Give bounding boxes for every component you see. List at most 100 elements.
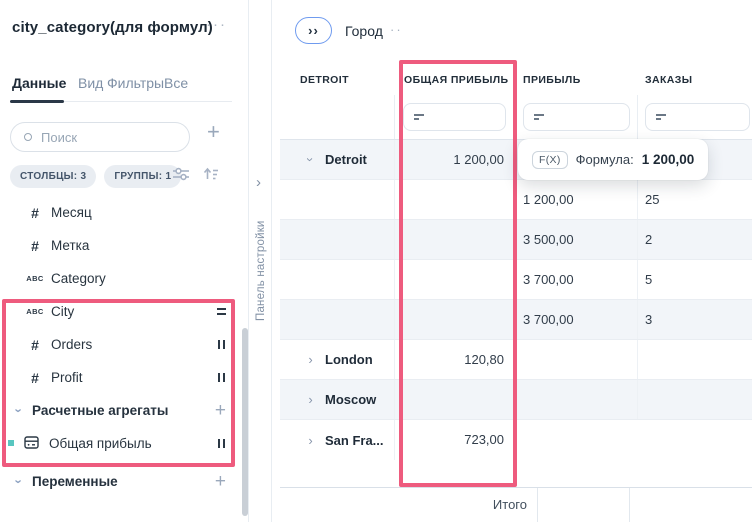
number-field-icon: # [31,204,39,221]
text-field-icon: ABC [26,274,44,283]
sidebar: city_category(для формул) ··· Данные Вид… [0,0,248,522]
number-field-icon: # [31,237,39,254]
table-row[interactable]: 1 200,00 25 [280,180,752,220]
group-label: Переменные [32,474,118,489]
field-label: Метка [51,238,90,253]
tabs-underline [10,101,232,102]
tab-filters[interactable]: Фильтры [107,75,165,91]
dataset-title: city_category(для формул) [12,19,213,36]
group-calculated-aggregates[interactable]: › Расчетные агрегаты + [0,394,248,427]
row-label: London [325,352,373,367]
cell-profit: 1 200,00 [517,180,638,219]
table-row[interactable]: 3 700,00 3 [280,300,752,340]
cell-total-profit: 1 200,00 [453,152,504,167]
column-header-total-profit[interactable]: ОБЩАЯ ПРИБЫЛЬ [404,74,509,86]
total-cell [538,488,630,522]
active-tab-indicator [10,100,64,103]
field-label: Profit [51,370,83,385]
chevron-down-icon[interactable]: › [11,408,27,413]
field-item-total-profit[interactable]: Общая прибыль [0,427,248,460]
field-label: Orders [51,337,93,352]
pause-indicator-icon [216,337,226,352]
search-icon [24,133,32,141]
number-field-icon: # [31,369,39,386]
add-field-button[interactable]: + [207,119,220,144]
cell-orders: 25 [645,192,660,207]
chevron-right-icon[interactable]: › [308,352,313,367]
field-item-profit[interactable]: # Profit [0,361,248,394]
groups-count-badge: ГРУППЫ: 1 [104,165,182,188]
tab-view[interactable]: Вид [78,75,104,91]
table-row-london[interactable]: › London 120,80 [280,340,752,380]
cell-total-profit: 120,80 [464,352,504,367]
table-row[interactable]: 3 500,00 2 [280,220,752,260]
group-field-label[interactable]: Город [345,23,383,39]
settings-panel-label: Панель настройки [255,220,267,322]
filter-row [280,95,752,140]
cell-total-profit: 723,00 [464,432,504,447]
field-item-label[interactable]: # Метка [0,229,248,262]
chevron-down-icon[interactable]: › [11,479,27,484]
dataset-menu-icon[interactable]: ··· [206,16,227,33]
settings-panel-toggle[interactable]: › Панель настройки [248,0,272,522]
field-settings-icon[interactable] [172,166,190,182]
column-header-orders[interactable]: ЗАКАЗЫ [645,74,693,86]
tooltip-text: Формула: [575,152,634,167]
column-header-profit[interactable]: ПРИБЫЛЬ [523,74,581,86]
search-placeholder: Поиск [41,129,78,145]
chevron-right-icon[interactable]: › [256,174,261,191]
field-list: # Месяц # Метка ABC Category ABC City # … [0,196,248,498]
formula-field-icon [22,435,40,452]
row-label: Detroit [325,152,367,167]
formula-tooltip: F(X) Формула: 1 200,00 [518,139,709,180]
field-item-orders[interactable]: # Orders [0,328,248,361]
row-label: Moscow [325,392,377,407]
field-label: City [51,304,75,319]
table-row[interactable]: 3 700,00 5 [280,260,752,300]
filter-icon [534,114,544,120]
tooltip-value: 1 200,00 [641,152,695,167]
filter-icon [414,114,424,120]
field-item-month[interactable]: # Месяц [0,196,248,229]
column-header-detroit[interactable]: DETROIT [300,74,349,86]
add-aggregate-button[interactable]: + [214,400,226,421]
group-label: Расчетные агрегаты [32,403,169,418]
total-label: Итого [280,488,538,522]
chevron-right-icon[interactable]: › [308,392,313,407]
sidebar-scrollbar[interactable] [242,328,248,516]
total-cell [630,488,752,522]
add-variable-button[interactable]: + [214,471,226,492]
field-item-city[interactable]: ABC City [0,295,248,328]
search-input[interactable]: Поиск [10,122,190,152]
table-row-moscow[interactable]: › Moscow [280,380,752,420]
text-field-icon: ABC [26,307,44,316]
chevron-right-icon[interactable]: › [308,432,313,448]
field-label: Category [51,271,106,286]
filter-input-profit[interactable] [523,103,630,131]
tab-all[interactable]: Все [164,75,189,91]
filter-input-total-profit[interactable] [403,103,506,131]
cell-profit: 3 500,00 [517,220,638,259]
expand-all-button[interactable]: ›› [295,17,332,44]
chevron-down-icon[interactable]: › [303,157,318,162]
number-field-icon: # [31,336,39,353]
table-row-sanfrancisco[interactable]: › San Fra... 723,00 [280,420,752,460]
group-field-menu-icon[interactable]: ·· [390,22,403,37]
sort-icon[interactable] [203,166,219,182]
sidebar-tabs: Данные Вид Фильтры Все [0,72,232,103]
table-footer-row: Итого [280,487,752,522]
pause-indicator-icon [216,436,226,451]
group-variables[interactable]: › Переменные + [0,465,248,498]
cell-total-profit [395,380,517,419]
cell-profit: 3 700,00 [517,260,638,299]
field-item-category[interactable]: ABC Category [0,262,248,295]
equals-indicator-icon [217,306,226,318]
cell-profit: 3 700,00 [517,300,638,339]
cell-orders: 5 [645,272,653,287]
field-label: Месяц [51,205,92,220]
tab-data[interactable]: Данные [12,75,67,91]
pause-indicator-icon [216,370,226,385]
filter-icon [656,114,666,120]
filter-input-orders[interactable] [645,103,750,131]
